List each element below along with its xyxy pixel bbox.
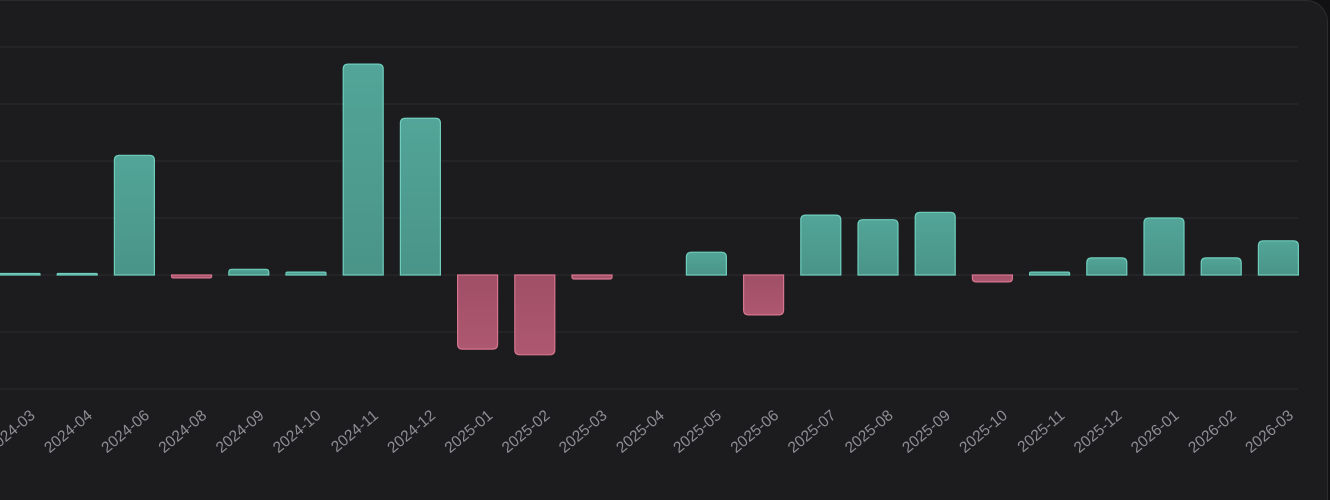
bar-2024-04 <box>56 272 98 276</box>
bar-2026-03 <box>1257 240 1299 276</box>
x-tick-label: 2025-08 <box>842 407 897 457</box>
x-tick-label: 2025-03 <box>556 407 611 457</box>
bar-2024-03 <box>0 272 41 276</box>
x-tick-label: 2025-12 <box>1071 407 1126 457</box>
bar-2025-09 <box>914 211 956 276</box>
bars <box>0 63 1299 356</box>
bar-2025-03 <box>571 274 613 280</box>
bar-2025-02 <box>514 274 556 356</box>
x-tick-label: 2026-01 <box>1128 407 1183 457</box>
bar-2025-08 <box>857 219 899 276</box>
bar-2025-10 <box>971 274 1013 283</box>
x-tick-label: 2025-09 <box>899 407 954 457</box>
bar-2024-08 <box>171 274 213 279</box>
bar-2024-11 <box>342 63 384 276</box>
x-tick-label: 2024-06 <box>98 407 153 457</box>
x-tick-label: 2024-11 <box>328 407 382 456</box>
x-tick-label: 2025-07 <box>785 407 840 457</box>
x-tick-label: 2025-01 <box>442 407 497 457</box>
x-tick-label: 2025-02 <box>499 407 554 457</box>
x-tick-label: 2024-10 <box>270 407 325 457</box>
bar-2026-02 <box>1200 257 1242 276</box>
bar-2024-06 <box>113 154 155 276</box>
x-tick-label: 2024-09 <box>213 407 268 457</box>
x-tick-label: 2026-03 <box>1242 407 1297 457</box>
bar-2025-12 <box>1086 257 1128 276</box>
bar-2026-01 <box>1143 217 1185 276</box>
x-tick-label: 2024-12 <box>384 407 439 457</box>
bar-2025-05 <box>685 251 727 276</box>
x-tick-label: 2026-02 <box>1185 407 1240 457</box>
bar-2025-06 <box>743 274 785 316</box>
bar-2024-09 <box>228 268 270 276</box>
x-tick-label: 2024-03 <box>0 407 39 457</box>
bar-2024-10 <box>285 271 327 276</box>
x-tick-label: 2024-04 <box>41 407 96 457</box>
x-tick-label: 2025-11 <box>1015 407 1069 456</box>
x-tick-label: 2025-05 <box>670 407 725 457</box>
bar-2024-12 <box>399 117 441 276</box>
x-tick-label: 2025-10 <box>956 407 1011 457</box>
bar-2025-07 <box>800 214 842 276</box>
x-tick-label: 2025-06 <box>728 407 783 457</box>
bar-2025-11 <box>1029 271 1071 276</box>
bar-2025-01 <box>457 274 499 350</box>
x-tick-label: 2024-08 <box>156 407 211 457</box>
x-tick-label: 2025-04 <box>613 407 668 457</box>
x-axis-labels: 2024-03 2024-04 2024-06 2024-08 2024-09 2024-… <box>0 407 1297 457</box>
grid-lines <box>0 46 1298 390</box>
